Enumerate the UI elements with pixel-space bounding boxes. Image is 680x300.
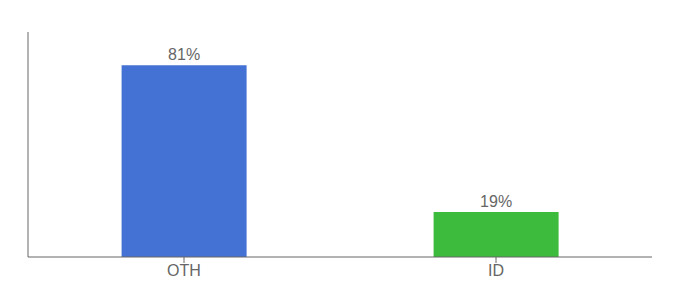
svg-text:OTH: OTH (167, 262, 201, 279)
svg-text:ID: ID (488, 262, 504, 279)
svg-text:19%: 19% (480, 193, 512, 210)
svg-text:81%: 81% (168, 46, 200, 63)
